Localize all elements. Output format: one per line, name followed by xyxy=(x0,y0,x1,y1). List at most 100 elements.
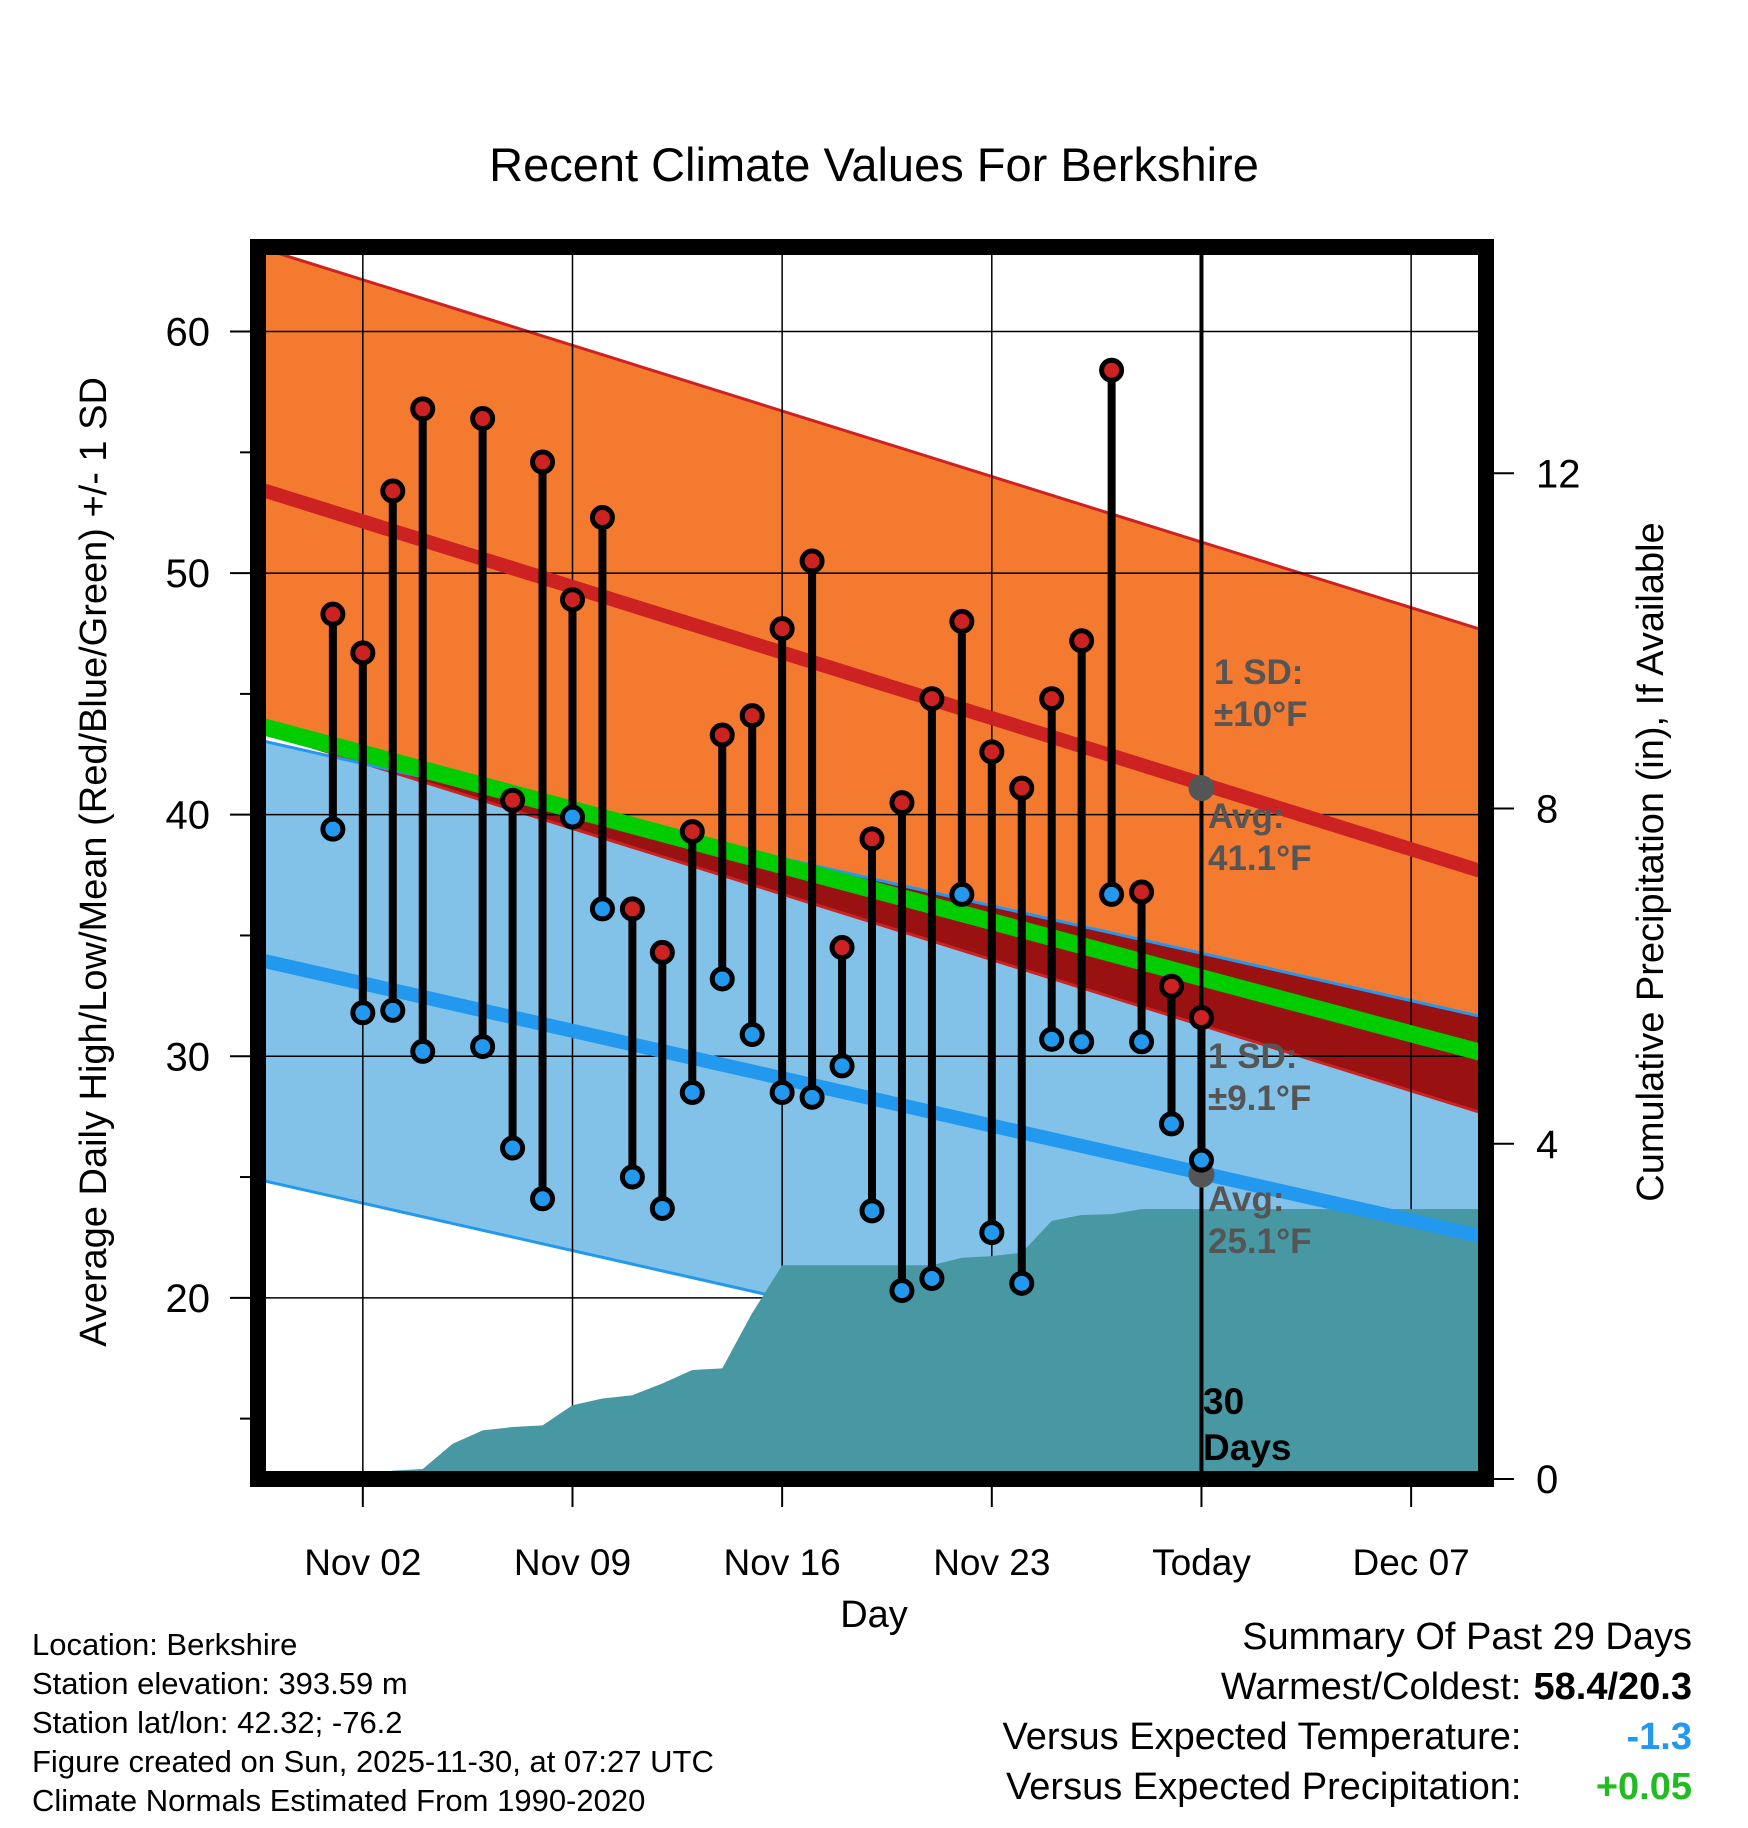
daily-high-point xyxy=(799,548,825,574)
daily-high-point xyxy=(649,939,675,965)
daily-low-point xyxy=(919,1265,945,1291)
daily-high-point xyxy=(739,703,765,729)
daily-low-point xyxy=(530,1186,556,1212)
daily-high-point xyxy=(889,790,915,816)
daily-low-point xyxy=(320,816,346,842)
y2-tick-label: 0 xyxy=(1536,1458,1558,1502)
daily-low-point xyxy=(589,896,615,922)
x-tick-label: Nov 02 xyxy=(304,1542,421,1583)
cumulative-precip-area xyxy=(332,1209,1486,1479)
temp-label: Versus Expected Temperature: xyxy=(1002,1716,1522,1758)
y2-tick-label: 4 xyxy=(1536,1123,1558,1167)
period-number: 30 xyxy=(1203,1381,1244,1422)
daily-low-point xyxy=(470,1034,496,1060)
daily-low-point xyxy=(500,1135,526,1161)
daily-high-point xyxy=(410,396,436,422)
daily-low-point xyxy=(769,1079,795,1105)
daily-high-point xyxy=(679,819,705,845)
low-avg-value: 25.1°F xyxy=(1208,1222,1312,1261)
daily-low-point xyxy=(949,881,975,907)
y-tick-label: 60 xyxy=(166,311,211,355)
high-avg-value: 41.1°F xyxy=(1208,839,1312,878)
normals-text: Climate Normals Estimated From 1990-2020 xyxy=(32,1783,646,1818)
warm-cold-value: 58.4/20.3 xyxy=(1533,1666,1692,1708)
daily-high-point xyxy=(320,601,346,627)
daily-low-point xyxy=(739,1022,765,1048)
daily-low-point xyxy=(1129,1029,1155,1055)
high-sd-value: ±10°F xyxy=(1214,695,1308,734)
low-sd-label: 1 SD: xyxy=(1208,1037,1297,1076)
x-axis-label: Day xyxy=(840,1594,908,1636)
latlon-text: Station lat/lon: 42.32; -76.2 xyxy=(32,1705,403,1740)
daily-low-point xyxy=(410,1038,436,1064)
daily-low-point xyxy=(1039,1026,1065,1052)
summary-title: Summary Of Past 29 Days xyxy=(1242,1616,1692,1658)
station-info: Location: Berkshire Station elevation: 3… xyxy=(32,1625,714,1820)
y-axis-label: Average Daily High/Low/Mean (Red/Blue/Gr… xyxy=(73,377,115,1347)
x-tick-label: Nov 09 xyxy=(514,1542,631,1583)
daily-high-point xyxy=(500,787,526,813)
period-unit: Days xyxy=(1203,1427,1291,1468)
daily-high-point xyxy=(709,722,735,748)
daily-low-point xyxy=(619,1164,645,1190)
daily-high-point xyxy=(559,587,585,613)
daily-low-point xyxy=(1099,881,1125,907)
daily-high-point xyxy=(530,449,556,475)
high-sd-label: 1 SD: xyxy=(1214,653,1303,692)
daily-high-point xyxy=(1099,357,1125,383)
precip-label: Versus Expected Precipitation: xyxy=(1006,1766,1522,1808)
chart-title: Recent Climate Values For Berkshire xyxy=(489,138,1259,191)
x-tick-label: Dec 07 xyxy=(1353,1542,1470,1583)
daily-high-point xyxy=(1009,775,1035,801)
summary-warm-cold: Warmest/Coldest: 58.4/20.3 xyxy=(1003,1662,1692,1712)
daily-high-point xyxy=(470,406,496,432)
daily-high-point xyxy=(1188,1005,1214,1031)
y2-tick-label: 12 xyxy=(1536,452,1581,496)
y-tick-label: 40 xyxy=(166,794,211,838)
daily-low-point xyxy=(649,1195,675,1221)
summary-precip: Versus Expected Precipitation: +0.05 xyxy=(1003,1762,1692,1812)
daily-low-point xyxy=(1069,1029,1095,1055)
daily-low-point xyxy=(1188,1147,1214,1173)
daily-high-point xyxy=(589,505,615,531)
plot-frame xyxy=(250,239,1494,1487)
daily-low-point xyxy=(979,1220,1005,1246)
daily-low-point xyxy=(1009,1270,1035,1296)
daily-low-point xyxy=(350,1000,376,1026)
daily-high-point xyxy=(1159,973,1185,999)
low-avg-label: Avg: xyxy=(1208,1180,1284,1219)
daily-low-point xyxy=(1159,1111,1185,1137)
daily-low-point xyxy=(889,1278,915,1304)
y2-tick-label: 8 xyxy=(1536,788,1558,832)
summary-panel: Summary Of Past 29 Days Warmest/Coldest:… xyxy=(1003,1612,1692,1812)
y-tick-label: 30 xyxy=(166,1035,211,1079)
daily-high-point xyxy=(350,640,376,666)
high-normal-line xyxy=(258,481,1486,880)
y-tick-label: 50 xyxy=(166,552,211,596)
daily-low-point xyxy=(709,966,735,992)
summary-temp: Versus Expected Temperature: -1.3 xyxy=(1003,1712,1692,1762)
y2-axis-label: Cumulative Precipitation (in), If Availa… xyxy=(1630,522,1672,1201)
y-tick-label: 20 xyxy=(166,1277,211,1321)
daily-high-point xyxy=(619,896,645,922)
daily-low-point xyxy=(799,1084,825,1110)
created-text: Figure created on Sun, 2025-11-30, at 07… xyxy=(32,1744,714,1779)
daily-high-point xyxy=(919,686,945,712)
location-text: Location: Berkshire xyxy=(32,1627,298,1662)
daily-high-point xyxy=(1039,686,1065,712)
daily-high-point xyxy=(1069,628,1095,654)
daily-high-point xyxy=(859,826,885,852)
daily-low-point xyxy=(679,1079,705,1105)
daily-low-point xyxy=(859,1198,885,1224)
daily-high-point xyxy=(380,478,406,504)
x-tick-label: Nov 16 xyxy=(724,1542,841,1583)
daily-high-point xyxy=(1129,879,1155,905)
high-sd-upper-edge xyxy=(258,247,1486,633)
x-tick-label: Nov 23 xyxy=(933,1542,1050,1583)
warm-cold-label: Warmest/Coldest: xyxy=(1220,1666,1522,1708)
low-sd-value: ±9.1°F xyxy=(1208,1079,1311,1118)
daily-low-point xyxy=(829,1053,855,1079)
today-high-avg-marker xyxy=(1188,775,1215,802)
temp-value: -1.3 xyxy=(1626,1716,1692,1758)
